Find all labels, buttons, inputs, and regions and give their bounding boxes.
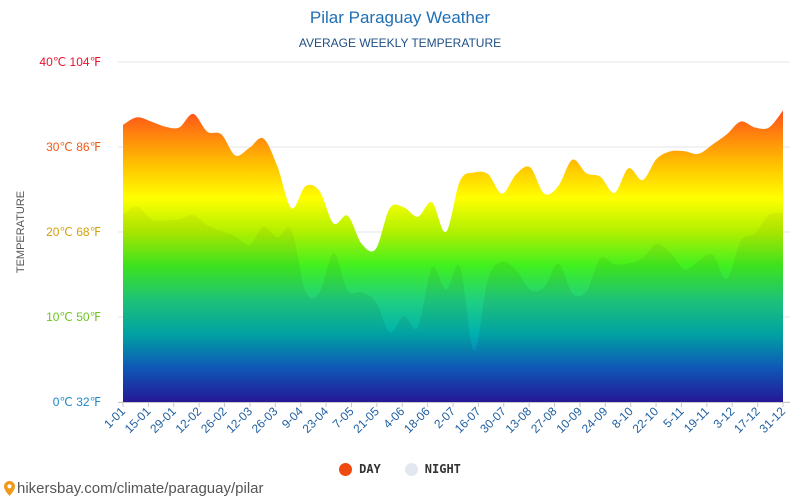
x-tick-label: 26-03 (249, 404, 281, 436)
x-tick-label: 29-01 (147, 404, 179, 436)
x-tick-label: 22-10 (630, 404, 662, 436)
x-axis: 1-0115-0129-0112-0226-0212-0326-039-0423… (101, 402, 790, 436)
location-pin-icon (4, 481, 15, 496)
x-tick-label: 19-11 (681, 404, 712, 435)
y-tick-label: 0℃ 32℉ (53, 395, 101, 409)
legend-day-label: DAY (359, 462, 381, 476)
night-temperature-area (123, 206, 783, 402)
y-tick-label: 40℃ 104℉ (39, 55, 101, 69)
x-tick-label: 15-01 (122, 404, 154, 436)
x-tick-label: 24-09 (579, 404, 611, 436)
footer: hikersbay.com/climate/paraguay/pilar (4, 480, 264, 497)
y-tick-label: 10℃ 50℉ (46, 310, 101, 324)
x-tick-label: 10-09 (553, 404, 585, 436)
day-dot-icon (339, 462, 353, 476)
legend-item-day[interactable]: DAY (339, 462, 381, 476)
x-tick-label: 30-07 (477, 404, 509, 436)
y-axis-tick-labels: 0℃ 32℉ 10℃ 50℉ 20℃ 68℉ 30℃ 86℉ 40℃ 104℉ (39, 55, 101, 409)
x-tick-label: 17-12 (731, 404, 763, 436)
x-tick-label: 26-02 (198, 404, 230, 436)
source-link[interactable]: hikersbay.com/climate/paraguay/pilar (17, 480, 264, 497)
x-tick-label: 27-08 (528, 404, 560, 436)
temperature-chart: 0℃ 32℉ 10℃ 50℉ 20℃ 68℉ 30℃ 86℉ 40℃ 104℉ 1-01… (39, 55, 790, 436)
x-tick-label: 21-05 (350, 404, 382, 436)
y-tick-label: 30℃ 86℉ (46, 140, 101, 154)
x-tick-label: 18-06 (401, 404, 433, 436)
chart-title: Pilar Paraguay Weather (309, 8, 491, 27)
y-tick-label: 20℃ 68℉ (46, 225, 101, 239)
x-tick-label: 23-04 (300, 404, 332, 436)
x-tick-label: 13-08 (503, 404, 535, 436)
legend-night-label: NIGHT (424, 462, 461, 476)
legend-item-night[interactable]: NIGHT (404, 462, 461, 476)
chart-subtitle: AVERAGE WEEKLY TEMPERATURE (298, 36, 502, 50)
x-tick-label: 12-02 (173, 404, 205, 436)
x-tick-label: 31-12 (757, 404, 789, 436)
x-tick-label: 12-03 (223, 404, 255, 436)
legend: DAY NIGHT (0, 462, 800, 476)
night-dot-icon (404, 462, 418, 476)
x-tick-label: 16-07 (452, 404, 484, 436)
